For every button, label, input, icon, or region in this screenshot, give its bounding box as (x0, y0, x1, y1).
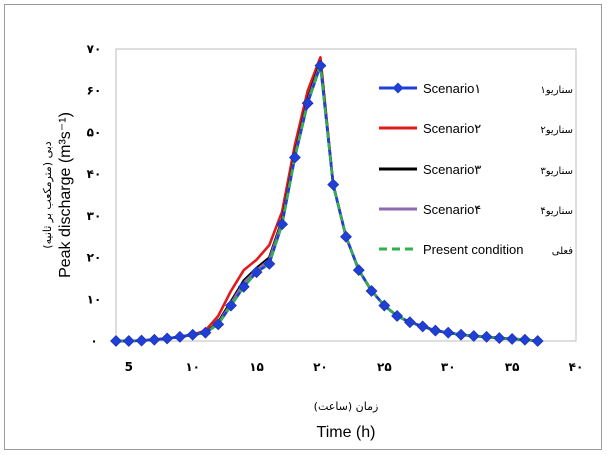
scenario1-marker (225, 299, 237, 312)
scenario1-marker (378, 299, 391, 312)
scenario1-marker (391, 310, 404, 322)
legend-entry-5: Present condition فعلی (379, 242, 573, 257)
legend-entry-4: Scenario۴ سناریو۴ (379, 202, 573, 217)
x-tick-label: ۳۵ (505, 360, 520, 374)
scenario1-marker (135, 334, 148, 347)
y-tick-label: ۰ (90, 334, 97, 348)
scenario1-marker (212, 318, 225, 331)
y-tick-label: ۶۰ (87, 84, 102, 98)
x-tick-label: ۱۰ (185, 360, 200, 374)
scenario1-marker (352, 264, 365, 277)
series-line-5 (116, 64, 538, 343)
legend-label: Scenario۲ (423, 121, 481, 136)
legend-diamond-icon (392, 82, 404, 94)
legend-label-fa: سناریو۳ (540, 166, 573, 177)
legend-entry-2: Scenario۲ سناریو۲ (379, 121, 573, 136)
scenario1-marker (237, 280, 250, 293)
scenario1-marker (148, 333, 161, 346)
legend-label-fa: سناریو۴ (540, 206, 573, 217)
scenario1-marker (416, 320, 429, 333)
scenario1-marker (199, 326, 212, 339)
legend-label: Scenario۳ (423, 162, 481, 177)
legend-entry-3: Scenario۳ سناریو۳ (379, 162, 573, 177)
chart-frame (4, 4, 602, 450)
scenario1-marker (276, 218, 289, 231)
scenario1-marker (531, 335, 544, 347)
legend-label: Present condition (423, 242, 523, 257)
x-tick-label: 5 (125, 360, 133, 374)
y-tick-label: ۴۰ (87, 167, 102, 181)
scenario1-marker (403, 316, 416, 329)
x-axis-label: Time (h) (317, 424, 376, 441)
plot-area (115, 48, 577, 342)
scenario1-marker (506, 332, 519, 345)
scenario1-marker (288, 151, 301, 164)
y-tick-label: ۵۰ (87, 125, 102, 139)
scenario1-marker (314, 59, 327, 72)
y-tick-label: ۲۰ (87, 251, 102, 265)
scenario1-marker (518, 333, 531, 346)
scenario1-marker (327, 178, 340, 191)
scenario1-marker (365, 285, 378, 297)
scenario1-marker (161, 332, 174, 345)
scenario1-marker (467, 330, 480, 342)
series-line-2 (116, 55, 538, 343)
scenario1-marker (429, 324, 442, 337)
y-tick-label: ۳۰ (87, 209, 102, 223)
x-axis-label-fa: زمان (ساعت) (314, 400, 379, 413)
scenario1-marker (263, 257, 276, 270)
scenario1-marker (442, 326, 455, 339)
y-tick-label: ۱۰ (87, 292, 102, 306)
x-tick-label: ۲۵ (377, 360, 392, 374)
scenario1-marker (493, 332, 506, 345)
legend-label: Scenario۴ (423, 202, 481, 217)
legend-entry-1: Scenario۱ سناریو۱ (379, 81, 573, 96)
y-tick-label: ۷۰ (87, 42, 102, 56)
x-tick-label: ۴۰ (569, 360, 584, 374)
scenario1-marker (122, 335, 135, 347)
scenario1-marker (340, 230, 352, 243)
legend-label: Scenario۱ (423, 81, 481, 96)
x-tick-label: ۱۵ (249, 360, 264, 374)
x-tick-label: ۲۰ (313, 360, 328, 374)
scenario1-marker (173, 330, 186, 343)
legend-label-fa: سناریو۲ (540, 125, 573, 136)
legend-label-fa: فعلی (552, 246, 573, 257)
y-axis-label-fa: دبی (مترمکعب بر ثانیه) (41, 141, 54, 248)
legend-label-fa: سناریو۱ (540, 85, 573, 96)
scenario1-marker (301, 97, 314, 110)
scenario1-marker (455, 328, 467, 341)
scenario1-marker (186, 328, 199, 341)
scenario1-marker (250, 266, 263, 279)
scenario1-marker (110, 335, 122, 347)
scenario1-marker (480, 330, 493, 343)
x-tick-label: ۳۰ (441, 360, 456, 374)
y-axis-label: Peak discharge (m³s⁻¹) (57, 112, 74, 278)
